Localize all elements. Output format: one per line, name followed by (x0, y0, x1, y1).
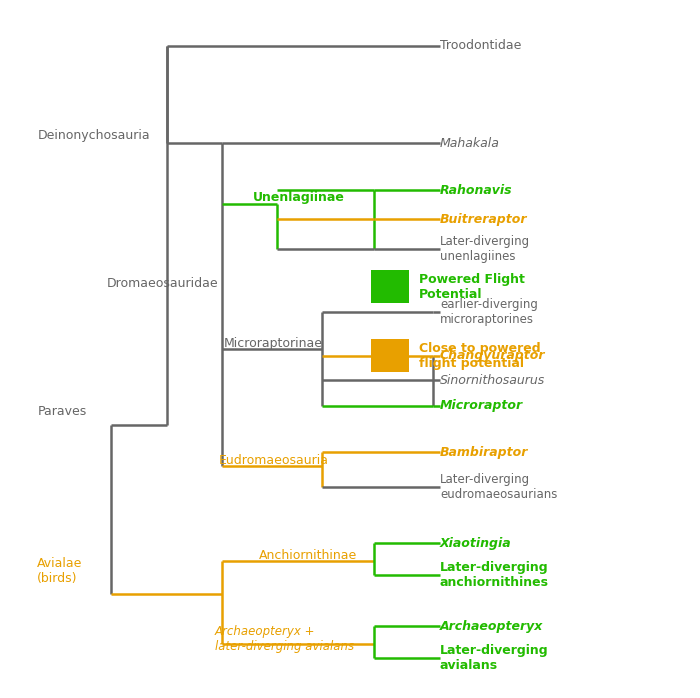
Text: Archaeopteryx: Archaeopteryx (440, 620, 543, 633)
Text: Deinonychosauria: Deinonychosauria (37, 128, 150, 142)
Text: Changyuraptor: Changyuraptor (440, 350, 545, 362)
Text: Paraves: Paraves (37, 405, 87, 417)
Text: Sinornithosaurus: Sinornithosaurus (440, 373, 545, 387)
Text: Later-diverging
eudromaeosaurians: Later-diverging eudromaeosaurians (440, 473, 557, 501)
Text: Later-diverging
avialans: Later-diverging avialans (440, 644, 549, 672)
Text: Archaeopteryx +
later-diverging avialans: Archaeopteryx + later-diverging avialans (215, 625, 354, 653)
Text: Dromaeosauridae: Dromaeosauridae (106, 277, 218, 290)
Text: Anchiornithinae: Anchiornithinae (259, 549, 357, 563)
Text: Microraptor: Microraptor (440, 399, 523, 412)
Text: Powered Flight
Potential: Powered Flight Potential (419, 273, 525, 301)
Text: Later-diverging
unenlagiines: Later-diverging unenlagiines (440, 235, 530, 263)
Text: Avialae
(birds): Avialae (birds) (37, 557, 83, 585)
Text: Mahakala: Mahakala (440, 137, 500, 150)
Text: Buitreraptor: Buitreraptor (440, 213, 527, 226)
Text: Xiaotingia: Xiaotingia (440, 537, 512, 550)
Text: Rahonavis: Rahonavis (440, 184, 512, 197)
Text: Later-diverging
anchiornithines: Later-diverging anchiornithines (440, 561, 549, 589)
Text: Close to powered
flight potential: Close to powered flight potential (419, 342, 541, 370)
Text: Microraptorinae: Microraptorinae (224, 337, 323, 350)
Text: Troodontidae: Troodontidae (440, 39, 522, 52)
Bar (371, 339, 409, 373)
Text: Unenlagiinae: Unenlagiinae (253, 191, 345, 204)
Text: Eudromaeosauria: Eudromaeosauria (218, 454, 328, 467)
Text: earlier-diverging
microraptorines: earlier-diverging microraptorines (440, 299, 538, 327)
Bar (371, 270, 409, 304)
Text: Bambiraptor: Bambiraptor (440, 446, 528, 459)
